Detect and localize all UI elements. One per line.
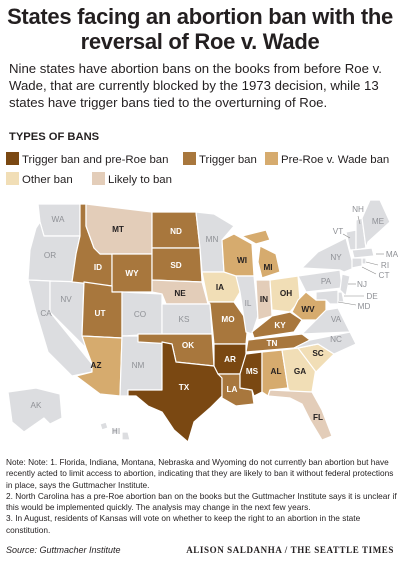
state-label-ME: ME (372, 217, 385, 226)
state-label-MN: MN (206, 235, 219, 244)
state-TX (127, 341, 223, 443)
state-label-OK: OK (182, 341, 194, 350)
state-MI (241, 229, 281, 279)
legend-label: Trigger ban and pre-Roe ban (22, 154, 169, 166)
state-label-CT: CT (379, 271, 390, 280)
state-label-VA: VA (331, 315, 342, 324)
note-paragraph-3: 3. In August, residents of Kansas will v… (6, 513, 361, 535)
state-label-MT: MT (112, 225, 124, 234)
state-NY (301, 237, 355, 273)
legend-item-trigger: Trigger ban (183, 152, 257, 168)
state-MA (351, 247, 375, 259)
state-label-NY: NY (330, 253, 342, 262)
state-label-NH: NH (352, 205, 364, 214)
legend-item-likely: Likely to ban (92, 172, 172, 188)
map-note: Note: Note: 1. Florida, Indiana, Montana… (6, 457, 398, 536)
state-label-KY: KY (274, 321, 286, 330)
state-label-MD: MD (358, 302, 371, 311)
state-label-WV: WV (301, 305, 315, 314)
state-label-GA: GA (294, 367, 306, 376)
state-label-AL: AL (271, 367, 282, 376)
state-label-IN: IN (260, 295, 268, 304)
state-label-AR: AR (224, 355, 236, 364)
legend-item-other: Other ban (6, 172, 73, 188)
legend-heading: TYPES OF BANS (9, 131, 100, 143)
state-label-MO: MO (221, 315, 235, 324)
state-label-ND: ND (170, 227, 182, 236)
state-label-TN: TN (267, 339, 278, 348)
legend-swatch (265, 152, 278, 165)
state-label-NM: NM (132, 361, 145, 370)
map-title: States facing an abortion ban with the r… (7, 4, 393, 54)
leader-line-md (337, 301, 357, 306)
map-dek: Nine states have abortion bans on the bo… (9, 61, 382, 110)
legend-item-trigger-and-pre-roe: Trigger ban and pre-Roe ban (6, 152, 168, 168)
note-paragraph-2: 2. North Carolina has a pre-Roe abortion… (6, 490, 397, 513)
leader-line-vt (342, 233, 351, 239)
state-CT (351, 257, 363, 269)
state-VA (301, 307, 351, 335)
state-AK (7, 387, 63, 433)
state-label-LA: LA (227, 385, 238, 394)
state-label-MI: MI (263, 263, 272, 272)
state-label-WA: WA (52, 215, 65, 224)
state-label-OR: OR (44, 251, 56, 260)
state-MD (315, 289, 339, 305)
state-label-RI: RI (381, 261, 389, 270)
state-label-SD: SD (170, 261, 181, 270)
state-label-WI: WI (237, 256, 247, 265)
legend-swatch (183, 152, 196, 165)
legend-label: Other ban (22, 174, 73, 186)
legend-swatch (92, 172, 105, 185)
note-paragraph-1: Note: Note: 1. Florida, Indiana, Montana… (6, 457, 394, 490)
us-map: WA OR CA NV ID MT WY UT AZ CO NM ND SD N… (7, 199, 399, 443)
state-label-FL: FL (313, 413, 323, 422)
state-label-NE: NE (174, 289, 186, 298)
state-label-UT: UT (95, 309, 106, 318)
state-NC (293, 331, 357, 355)
state-FL (267, 389, 333, 441)
credit-line: ALISON SALDANHA / THE SEATTLE TIMES (186, 545, 394, 555)
state-label-IL: IL (245, 299, 252, 308)
state-label-ID: ID (94, 263, 102, 272)
state-label-OH: OH (280, 289, 292, 298)
state-label-IA: IA (216, 283, 224, 292)
state-WV (291, 291, 327, 321)
legend-label: Likely to ban (108, 174, 172, 186)
legend-item-pre-roe: Pre-Roe v. Wade ban (265, 152, 389, 168)
state-label-NJ: NJ (357, 280, 367, 289)
state-label-SC: SC (312, 349, 323, 358)
state-label-WY: WY (125, 269, 139, 278)
state-label-HI: HI (112, 427, 120, 436)
state-label-TX: TX (179, 383, 190, 392)
state-label-AZ: AZ (91, 361, 102, 370)
source-line: Source: Guttmacher Institute (6, 545, 121, 555)
leader-line-nh (357, 215, 361, 225)
state-label-PA: PA (321, 277, 332, 286)
state-HI (99, 421, 131, 441)
state-label-KS: KS (179, 315, 190, 324)
state-label-CA: CA (40, 309, 52, 318)
leader-line-ri (365, 261, 379, 266)
leader-line-ct (361, 266, 377, 275)
state-label-DE: DE (366, 292, 378, 301)
state-label-NV: NV (60, 295, 72, 304)
state-label-AK: AK (31, 401, 42, 410)
state-label-MA: MA (386, 250, 399, 259)
state-label-MS: MS (246, 367, 259, 376)
state-label-CO: CO (134, 310, 146, 319)
legend-label: Trigger ban (199, 154, 257, 166)
legend-label: Pre-Roe v. Wade ban (281, 154, 390, 166)
legend-swatch (6, 172, 19, 185)
state-label-NC: NC (330, 335, 342, 344)
state-label-VT: VT (333, 227, 343, 236)
legend-swatch (6, 152, 19, 165)
state-IL (235, 275, 259, 335)
